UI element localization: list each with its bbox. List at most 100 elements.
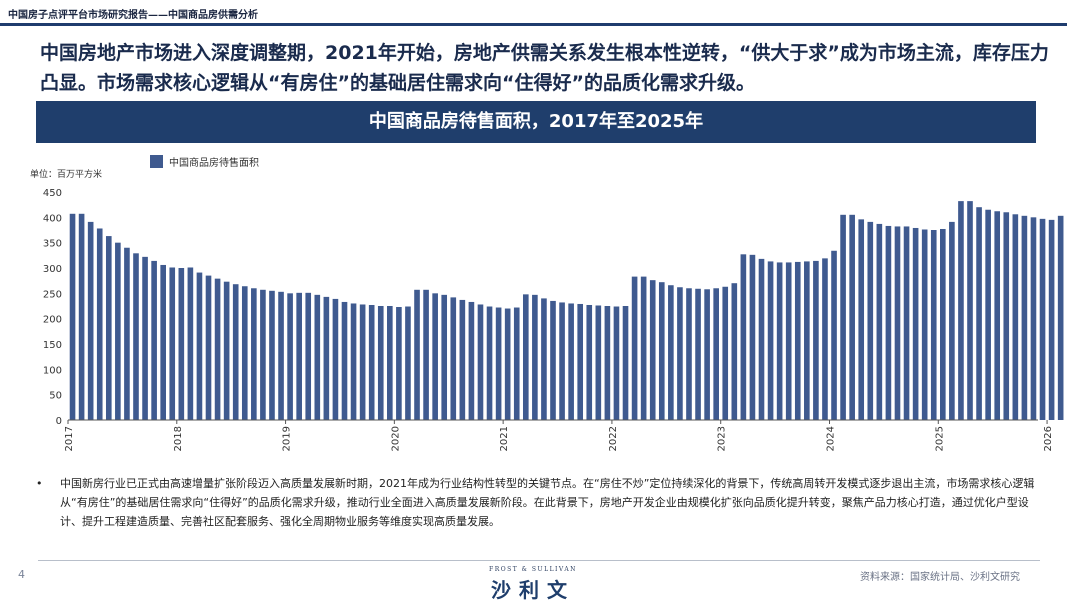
bar [577,303,584,420]
bar [1048,219,1055,420]
bar [631,276,638,420]
bar [187,267,194,420]
bar [269,290,275,420]
bar [151,260,157,420]
bar [740,254,747,420]
y-tick-label: 400 [43,213,62,224]
bar [78,213,85,420]
bar [142,256,148,420]
bar [1003,212,1010,420]
bar [87,221,94,420]
x-tick-label: 2022 [608,426,619,451]
bar [940,228,946,420]
bar [477,304,484,420]
bar [513,307,520,420]
y-tick-label: 250 [43,289,62,300]
bar [133,253,139,420]
bar [124,247,130,420]
bar [949,221,955,420]
bar [713,288,719,420]
bar [495,307,502,420]
bar [658,282,665,420]
bar [559,302,565,420]
bar [749,254,756,420]
bar [350,303,357,420]
bar [586,304,593,420]
logo: 沙利文 [491,578,575,602]
bar [251,288,257,420]
x-tick-label: 2017 [64,426,75,451]
bar [622,306,629,420]
bar [96,228,103,420]
bullet-text: 中国新房行业已正式由高速增量扩张阶段迈入高质量发展新时期，2021年成为行业结构… [60,477,1035,528]
bar [260,289,266,420]
y-tick-label: 300 [43,264,62,275]
bar [776,262,783,420]
header-divider [0,23,1067,26]
bar [532,294,538,420]
y-tick-label: 450 [43,188,62,199]
bar [894,226,901,420]
y-tick-label: 0 [56,416,62,427]
bar [69,213,76,420]
legend-swatch [150,155,163,168]
bullet-dot: • [36,477,43,490]
bar [876,223,883,420]
bar [885,225,892,420]
bar [785,262,792,420]
bar [668,285,674,420]
legend-label: 中国商品房待售面积 [169,156,259,169]
bar [105,236,112,420]
y-tick-label: 350 [43,239,62,250]
bar [858,219,865,420]
bar [305,292,312,420]
bar [686,288,692,420]
bar [314,294,321,420]
bar [1021,215,1028,420]
bar [722,286,729,420]
bar [767,261,774,420]
bar [912,227,919,420]
x-tick-label: 2019 [282,426,293,451]
bar [405,306,411,420]
bar [550,300,556,420]
bar [504,308,511,420]
report-title: 中国房子点评平台市场研究报告——中国商品房供需分析 [8,10,258,21]
bar [441,294,448,420]
bar [921,229,928,420]
bar [958,201,964,420]
bar [813,260,819,420]
bar [568,303,574,420]
bar [604,306,611,420]
bar [115,242,121,420]
bar [840,214,846,420]
bar [296,292,302,420]
bar [223,281,230,420]
bar-chart: 中国商品房待售面积 单位：百万平方米 0 50 100 150 200 250 300 350… [30,155,1064,451]
source-note: 资料来源：国家统计局、沙利文研究 [860,572,1020,583]
bar [1030,217,1037,420]
footer-divider [38,560,1040,561]
bar [1012,214,1019,420]
y-axis-unit-label: 单位：百万平方米 [30,168,102,180]
bar [649,280,656,420]
bar-series [69,201,1064,420]
bar [613,306,620,420]
bar [1057,215,1064,420]
x-tick-label: 2023 [717,426,728,451]
chart-title-banner: 中国商品房待售面积，2017年至2025年 [36,101,1036,143]
bar [377,306,384,420]
bar [232,284,239,420]
bar [522,294,529,420]
bar [432,293,438,420]
logo-wordmark: FROST & SULLIVAN [489,566,577,573]
bar [541,298,547,420]
bar [205,275,212,420]
bar [178,268,185,420]
bar [731,283,738,420]
x-tick-label: 2021 [499,426,510,451]
bar [831,250,837,420]
bar [640,276,647,420]
bar [278,291,284,420]
bar [704,289,710,420]
